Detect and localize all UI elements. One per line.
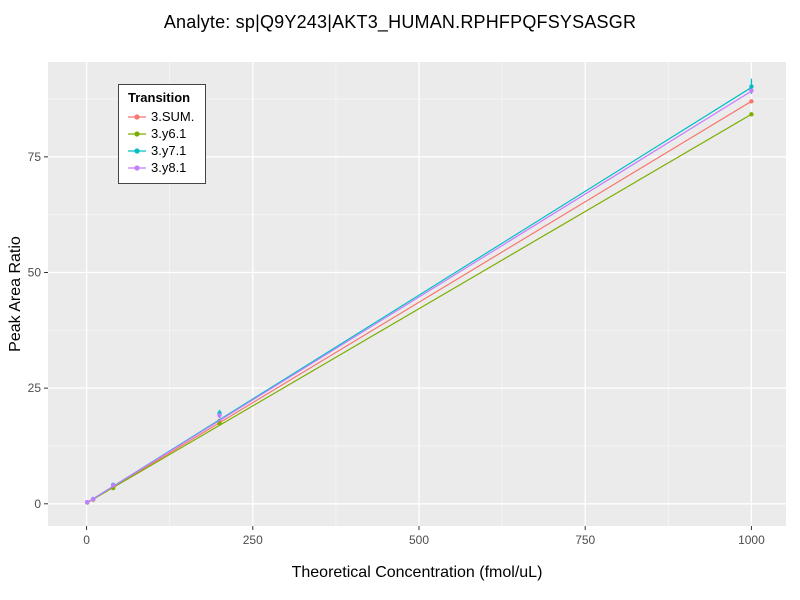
data-point bbox=[217, 421, 222, 426]
x-tick-label: 1000 bbox=[738, 533, 765, 547]
regression-line bbox=[86, 113, 752, 504]
series-3.y8.1 bbox=[85, 88, 754, 505]
y-tick-label: 25 bbox=[28, 381, 42, 395]
x-tick-label: 250 bbox=[243, 533, 263, 547]
x-tick-label: 0 bbox=[83, 533, 90, 547]
legend-marker-icon bbox=[128, 128, 146, 140]
y-tick-label: 0 bbox=[34, 497, 41, 511]
data-point bbox=[217, 413, 222, 418]
legend-label: 3.SUM. bbox=[151, 109, 195, 124]
legend-item: 3.SUM. bbox=[128, 108, 194, 125]
legend-label: 3.y8.1 bbox=[151, 160, 187, 175]
data-point bbox=[749, 84, 754, 89]
legend-title: Transition bbox=[128, 90, 191, 105]
y-axis-label: Peak Area Ratio bbox=[7, 236, 24, 352]
regression-line bbox=[86, 100, 752, 504]
legend-item: 3.y6.1 bbox=[128, 125, 194, 142]
legend-marker-icon bbox=[128, 145, 146, 157]
legend-item: 3.y8.1 bbox=[128, 159, 194, 176]
y-axis-ticks: 0 25 50 75 bbox=[28, 150, 48, 511]
data-point bbox=[91, 496, 96, 502]
legend: Transition 3.SUM. 3.y6.1 3.y7.1 3.y8.1 bbox=[118, 84, 207, 184]
x-tick-label: 500 bbox=[409, 533, 429, 547]
y-tick-label: 75 bbox=[28, 150, 42, 164]
regression-line bbox=[86, 90, 752, 504]
data-point bbox=[749, 99, 754, 104]
legend-marker-icon bbox=[128, 162, 146, 174]
data-point bbox=[749, 88, 754, 93]
legend-item: 3.y7.1 bbox=[128, 142, 194, 159]
legend-marker-icon bbox=[128, 111, 146, 123]
y-tick-label: 50 bbox=[28, 265, 42, 279]
legend-rows: 3.SUM. 3.y6.1 3.y7.1 3.y8.1 bbox=[128, 108, 194, 176]
legend-label: 3.y7.1 bbox=[151, 143, 187, 158]
x-axis-label: Theoretical Concentration (fmol/uL) bbox=[291, 564, 543, 581]
x-tick-label: 750 bbox=[575, 533, 595, 547]
legend-label: 3.y6.1 bbox=[151, 126, 187, 141]
data-point bbox=[749, 112, 754, 117]
chart-title: Analyte: sp|Q9Y243|AKT3_HUMAN.RPHFPQFSYS… bbox=[163, 12, 637, 32]
x-axis-ticks: 0 250 500 750 1000 bbox=[83, 526, 765, 547]
data-point bbox=[85, 499, 90, 505]
data-point bbox=[110, 483, 116, 488]
